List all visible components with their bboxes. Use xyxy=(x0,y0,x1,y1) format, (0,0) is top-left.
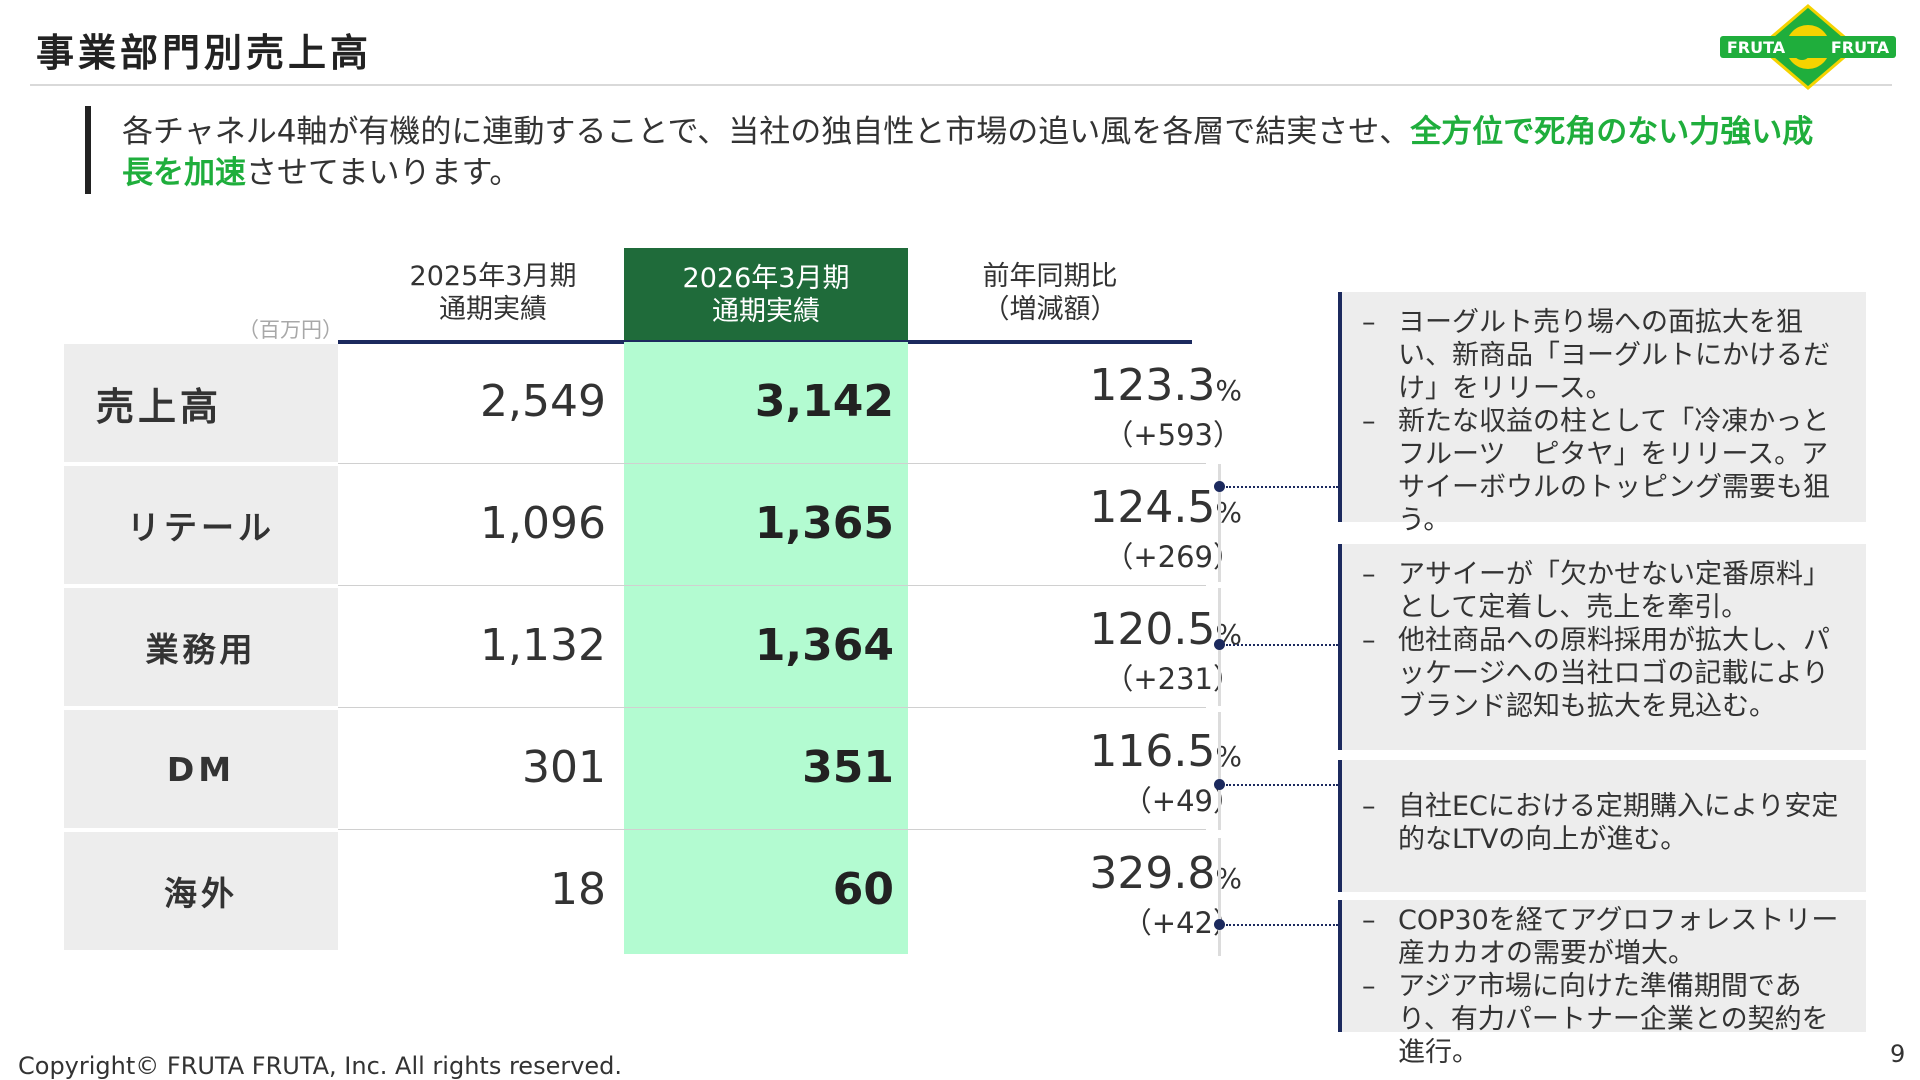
connector-line xyxy=(1226,924,1338,926)
yoy-diff: （+49） xyxy=(1122,784,1242,818)
value-fy2026: 1,364 xyxy=(754,620,894,671)
yoy-percent-value: 124.5 xyxy=(1089,482,1216,533)
yoy-diff: （+593） xyxy=(1104,418,1242,452)
connector-line xyxy=(1226,486,1338,488)
yoy-percent: 120.5% xyxy=(924,604,1242,655)
title-divider xyxy=(30,84,1892,86)
page-title: 事業部門別売上高 xyxy=(36,31,373,75)
column-header-fy2026: 2026年3月期 通期実績 xyxy=(624,248,908,342)
column-header-line: 2025年3月期 xyxy=(409,261,577,292)
column-header-line: 通期実績 xyxy=(439,294,547,325)
note-item: 自社ECにおける定期購入により安定的なLTVの向上が進む。 xyxy=(1362,790,1852,856)
note-item: ヨーグルト売り場への面拡大を狙い、新商品「ヨーグルトにかけるだけ」をリリース。 xyxy=(1362,306,1852,405)
connector-dot xyxy=(1214,779,1225,790)
column-header-line: 2026年3月期 xyxy=(682,263,850,294)
value-fy2025: 1,096 xyxy=(480,498,606,549)
note-item: アジア市場に向けた準備期間であり、有力パートナー企業との契約を進行。 xyxy=(1362,970,1852,1069)
table-row-dm: DM 301 351 116.5% （+49） xyxy=(64,710,1242,828)
segment-separator xyxy=(1218,712,1221,830)
yoy-percent-value: 329.8 xyxy=(1089,848,1216,899)
value-fy2025: 301 xyxy=(522,742,606,793)
fy2026-highlight-column xyxy=(624,342,908,954)
row-divider xyxy=(338,829,1206,830)
value-fy2026: 3,142 xyxy=(754,376,894,427)
connector-line xyxy=(1226,784,1338,786)
connector-dot xyxy=(1214,919,1225,930)
note-item: 他社商品への原料採用が拡大し、パッケージへの当社ロゴの記載によりブランド認知も拡… xyxy=(1362,624,1852,723)
connector-dot xyxy=(1214,481,1225,492)
fruta-fruta-logo: FRUTA FRUTA xyxy=(1720,4,1896,90)
yoy-diff: （+269） xyxy=(1104,540,1242,574)
note-item: アサイーが「欠かせない定番原料」として定着し、売上を牽引。 xyxy=(1362,558,1852,624)
value-fy2026: 60 xyxy=(832,864,894,915)
lead-text: 各チャネル4軸が有機的に連動することで、当社の独自性と市場の追い風を各層で結実さ… xyxy=(122,114,1411,150)
logo-text-left: FRUTA xyxy=(1727,38,1786,57)
row-divider xyxy=(338,707,1206,708)
page-number: 9 xyxy=(1890,1040,1906,1068)
yoy-percent: 124.5% xyxy=(924,482,1242,533)
row-label: 業務用 xyxy=(64,588,338,706)
lead-tail: させてまいります。 xyxy=(246,155,521,191)
table-row-business: 業務用 1,132 1,364 120.5% （+231） xyxy=(64,588,1242,706)
row-label: DM xyxy=(64,710,338,828)
unit-label: （百万円） xyxy=(238,318,343,342)
yoy-percent: 123.3% xyxy=(924,360,1242,411)
yoy-percent: 329.8% xyxy=(924,848,1242,899)
value-fy2026: 351 xyxy=(802,742,894,793)
value-fy2026: 1,365 xyxy=(754,498,894,549)
table-row-overseas: 海外 18 60 329.8% （+42） xyxy=(64,832,1242,950)
note-business: アサイーが「欠かせない定番原料」として定着し、売上を牽引。 他社商品への原料採用… xyxy=(1338,544,1866,750)
table-row-retail: リテール 1,096 1,365 124.5% （+269） xyxy=(64,466,1242,584)
row-divider xyxy=(338,585,1206,586)
connector-dot xyxy=(1214,639,1225,650)
row-divider xyxy=(338,463,1206,464)
row-label: 売上高 xyxy=(64,344,338,462)
column-header-yoy: 前年同期比 （増減額） xyxy=(930,260,1170,326)
column-header-line: 通期実績 xyxy=(712,296,820,327)
logo-text-right: FRUTA xyxy=(1831,38,1890,57)
yoy-percent-value: 123.3 xyxy=(1089,360,1216,411)
yoy-percent-value: 120.5 xyxy=(1089,604,1216,655)
lead-highlight: 全方位で死角のない力強い成長を加速 xyxy=(122,114,1814,191)
yoy-percent-value: 116.5 xyxy=(1089,726,1216,777)
note-overseas: COP30を経てアグロフォレストリー産カカオの需要が増大。 アジア市場に向けた準… xyxy=(1338,900,1866,1068)
row-label: リテール xyxy=(64,466,338,584)
note-dm: 自社ECにおける定期購入により安定的なLTVの向上が進む。 xyxy=(1338,760,1866,892)
row-label: 海外 xyxy=(64,832,338,950)
column-header-line: （増減額） xyxy=(982,294,1118,325)
table-row-total: 売上高 2,549 3,142 123.3% （+593） xyxy=(64,344,1242,462)
value-fy2025: 2,549 xyxy=(480,376,606,427)
value-fy2025: 1,132 xyxy=(480,620,606,671)
note-item: COP30を経てアグロフォレストリー産カカオの需要が増大。 xyxy=(1362,904,1852,970)
note-retail: ヨーグルト売り場への面拡大を狙い、新商品「ヨーグルトにかけるだけ」をリリース。 … xyxy=(1338,292,1866,536)
percent-sign: % xyxy=(1215,374,1242,407)
segment-separator xyxy=(1218,838,1221,956)
column-header-fy2025: 2025年3月期 通期実績 xyxy=(368,260,618,326)
yoy-diff: （+42） xyxy=(1122,906,1242,940)
connector-line xyxy=(1226,644,1338,646)
segment-separator xyxy=(1218,464,1221,582)
copyright: Copyright© FRUTA FRUTA, Inc. All rights … xyxy=(18,1052,623,1080)
yoy-percent: 116.5% xyxy=(924,726,1242,777)
value-fy2025: 18 xyxy=(550,864,606,915)
column-header-line: 前年同期比 xyxy=(982,261,1118,292)
yoy-diff: （+231） xyxy=(1104,662,1242,696)
lead-accent-bar xyxy=(85,106,91,194)
note-item: 新たな収益の柱として「冷凍かっとフルーツ ピタヤ」をリリース。アサイーボウルのト… xyxy=(1362,405,1852,537)
lead-message: 各チャネル4軸が有機的に連動することで、当社の独自性と市場の追い風を各層で結実さ… xyxy=(122,112,1842,194)
